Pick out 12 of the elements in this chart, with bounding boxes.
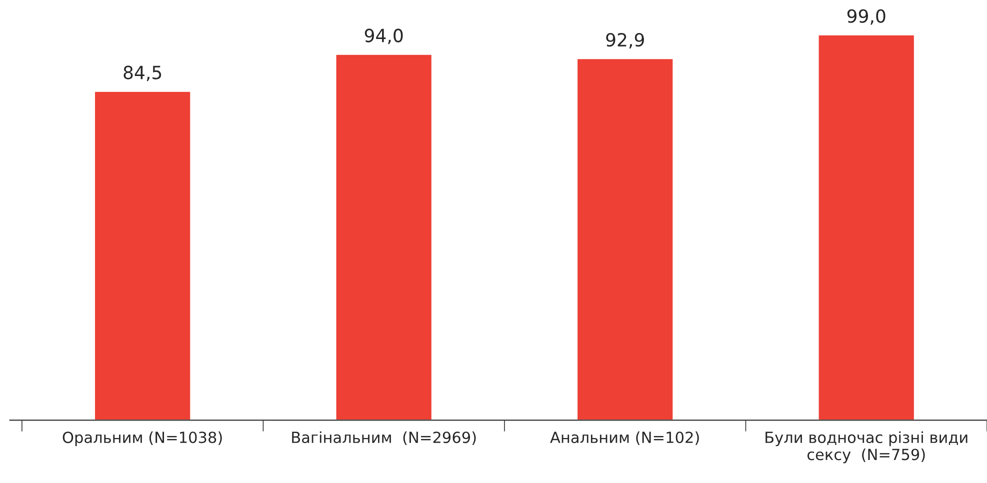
bar — [334, 53, 433, 420]
data-label: 84,5 — [124, 66, 162, 82]
x-tick-label: Були водночас різні види сексу (N=759) — [766, 431, 968, 464]
bar — [576, 58, 674, 420]
bar — [817, 34, 916, 420]
data-label: 94,0 — [364, 28, 403, 44]
x-tick-label: Оральним (N=1038) — [62, 431, 222, 446]
bar — [94, 90, 192, 420]
x-tick-label: Вагінальним (N=2969) — [292, 431, 476, 445]
data-label: 92,9 — [606, 32, 644, 48]
data-label: 99,0 — [847, 9, 886, 25]
x-tick-label: Анальним (N=102) — [550, 431, 699, 445]
